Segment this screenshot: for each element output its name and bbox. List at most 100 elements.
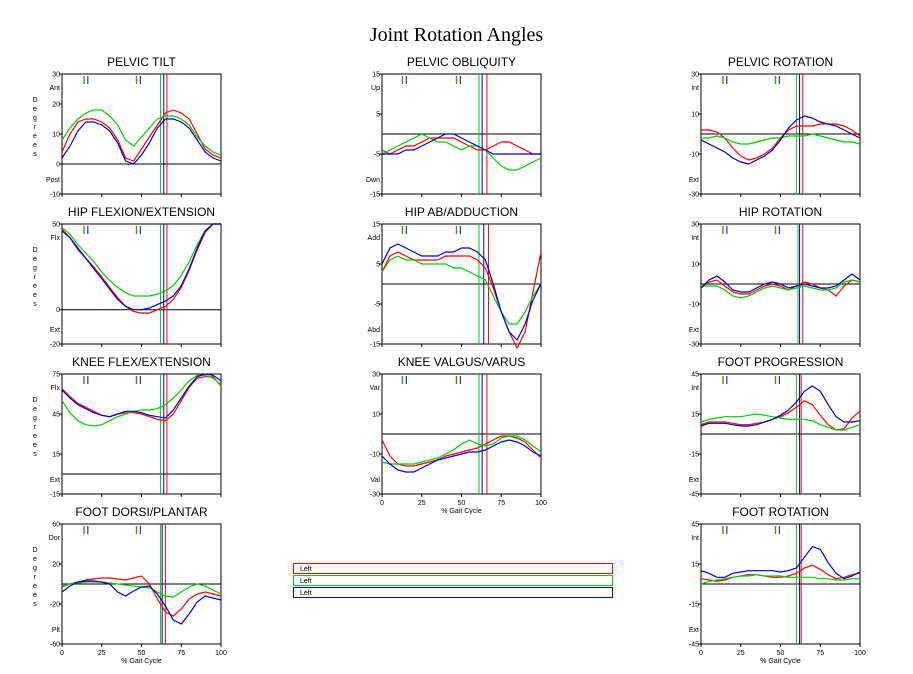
y-tick-label: 20 (52, 102, 60, 109)
y-tick-label: -15 (689, 452, 699, 459)
series-line (61, 575, 222, 617)
y-tick-label: -15 (370, 342, 380, 349)
y-tick-label: -45 (689, 642, 699, 649)
lower-direction-label: Plt (52, 627, 60, 634)
legend-label: Left (300, 578, 312, 585)
y-axis-label-letter: g (33, 415, 37, 422)
lower-direction-label: Val (370, 477, 380, 484)
y-tick-label: 15 (52, 452, 60, 459)
y-tick-label: -20 (50, 602, 60, 609)
y-axis-label-letter: r (34, 424, 37, 431)
legend-label: Left (300, 590, 312, 597)
y-tick-label: -5 (374, 302, 380, 309)
y-tick-label: 30 (691, 72, 699, 79)
y-tick-label: -10 (370, 452, 380, 459)
series-line (700, 413, 861, 431)
x-tick-label: 75 (177, 650, 185, 657)
series-line (61, 376, 222, 422)
x-tick-label: 50 (458, 500, 466, 507)
y-axis-label-letter: e (33, 256, 37, 263)
chart-title: PELVIC TILT (107, 55, 176, 69)
upper-direction-label: Flx (51, 385, 61, 392)
upper-direction-label: Up (371, 85, 380, 92)
y-axis-label-letter: s (33, 151, 37, 158)
series-line (700, 399, 861, 431)
series-line (381, 435, 542, 467)
y-axis-label-letter: e (33, 592, 37, 599)
y-axis-label-letter: D (32, 547, 37, 554)
y-tick-label: 60 (52, 522, 60, 529)
lower-direction-label: Post (46, 177, 60, 184)
upper-direction-label: Int (691, 235, 699, 242)
x-axis-label: % Gait Cycle (121, 658, 162, 665)
y-axis-label-letter: D (32, 247, 37, 254)
y-tick-label: 75 (52, 372, 60, 379)
x-tick-label: 25 (98, 650, 106, 657)
series-line (700, 574, 860, 585)
x-tick-label: 75 (497, 500, 505, 507)
x-tick-label: 0 (60, 650, 64, 657)
series-line (700, 385, 861, 427)
series-line (701, 123, 861, 161)
upper-direction-label: Int (691, 535, 699, 542)
x-tick-label: 100 (215, 650, 227, 657)
y-axis-label-letter: s (33, 601, 37, 608)
chart-title: FOOT PROGRESSION (718, 355, 844, 369)
y-tick-label: 0 (56, 307, 60, 314)
x-axis-label: % Gait Cycle (760, 658, 801, 665)
chart-title: KNEE VALGUS/VARUS (398, 355, 526, 369)
y-tick-label: -20 (50, 342, 60, 349)
y-tick-label: -30 (370, 492, 380, 499)
series-line (61, 223, 221, 297)
plot-frame (61, 373, 222, 495)
y-axis-label-letter: e (33, 406, 37, 413)
x-tick-label: 100 (854, 650, 866, 657)
lower-direction-label: Ext (689, 177, 699, 184)
lower-direction-label: Ext (50, 327, 60, 334)
upper-direction-label: Dor (49, 535, 61, 542)
series-line (701, 133, 861, 145)
x-tick-label: 0 (380, 500, 384, 507)
chart-title: FOOT ROTATION (732, 505, 829, 519)
y-tick-label: -10 (689, 152, 699, 159)
chart-title: PELVIC ROTATION (728, 55, 833, 69)
y-tick-label: -30 (689, 192, 699, 199)
series-line (700, 279, 861, 297)
y-axis-label-letter: e (33, 583, 37, 590)
chart-title: HIP FLEXION/EXTENSION (68, 205, 215, 219)
lower-direction-label: Ext (689, 627, 699, 634)
chart-title: PELVIC OBLIQUITY (407, 55, 516, 69)
y-tick-label: -15 (370, 192, 380, 199)
series-line (61, 223, 221, 314)
y-tick-label: 10 (52, 132, 60, 139)
series-line (381, 133, 542, 171)
x-tick-label: 25 (418, 500, 426, 507)
lower-direction-label: Abd (368, 327, 381, 334)
chart-title: HIP AB/ADDUCTION (405, 205, 518, 219)
x-axis-label: % Gait Cycle (441, 508, 482, 515)
y-tick-label: -10 (50, 192, 60, 199)
x-tick-label: 50 (138, 650, 146, 657)
y-axis-label-letter: D (32, 97, 37, 104)
y-axis-label-letter: e (33, 556, 37, 563)
series-line (381, 251, 542, 350)
y-axis-label-letter: e (33, 292, 37, 299)
chart-title: KNEE FLEX/EXTENSION (72, 355, 211, 369)
series-line (700, 273, 861, 293)
y-axis-label-letter: r (34, 124, 37, 131)
series-line (61, 374, 222, 427)
y-axis-label-letter: e (33, 433, 37, 440)
y-tick-label: -30 (689, 342, 699, 349)
y-tick-label: 15 (372, 222, 380, 229)
y-tick-label: -60 (50, 642, 60, 649)
y-axis-label-letter: s (33, 451, 37, 458)
series-line (61, 373, 222, 419)
y-tick-label: 30 (372, 372, 380, 379)
series-line (61, 109, 222, 156)
y-tick-label: -15 (50, 492, 60, 499)
series-line (701, 279, 861, 299)
y-axis-label-letter: e (33, 283, 37, 290)
y-tick-label: -45 (689, 492, 699, 499)
lower-direction-label: Ext (689, 327, 699, 334)
